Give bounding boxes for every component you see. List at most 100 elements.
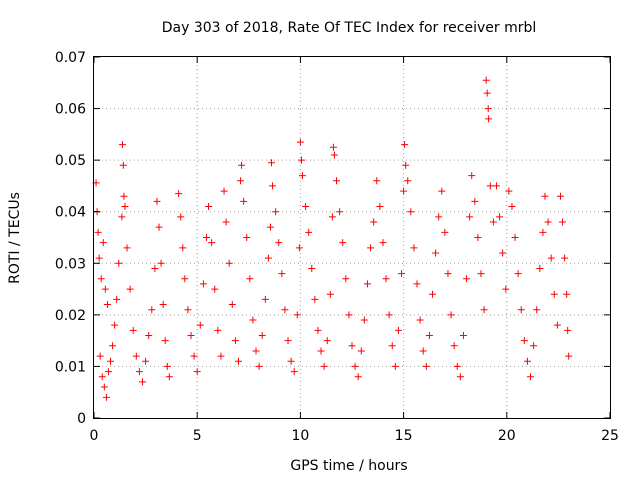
data-point xyxy=(104,368,112,376)
y-tick-label: 0.02 xyxy=(55,308,86,324)
data-point xyxy=(527,373,535,381)
data-point xyxy=(373,177,381,185)
data-point xyxy=(175,190,183,198)
data-point xyxy=(264,254,272,262)
data-point xyxy=(261,295,269,303)
data-point xyxy=(450,342,458,350)
y-tick-label: 0.03 xyxy=(55,256,86,272)
data-point xyxy=(489,218,497,226)
data-point xyxy=(416,316,424,324)
data-point xyxy=(113,295,121,303)
data-point xyxy=(145,331,153,339)
x-tick-label: 10 xyxy=(291,428,309,444)
data-point xyxy=(99,239,107,247)
data-point xyxy=(523,357,531,365)
data-point xyxy=(272,208,280,216)
data-point xyxy=(199,280,207,288)
data-point xyxy=(459,331,467,339)
data-point xyxy=(348,342,356,350)
data-point xyxy=(339,239,347,247)
data-point xyxy=(311,295,319,303)
data-point xyxy=(336,208,344,216)
data-point xyxy=(354,373,362,381)
data-point xyxy=(151,264,159,272)
data-point xyxy=(193,368,201,376)
data-point xyxy=(376,203,384,211)
data-point xyxy=(126,285,134,293)
data-point xyxy=(115,259,123,267)
data-point xyxy=(367,244,375,252)
data-point xyxy=(360,316,368,324)
data-point xyxy=(407,208,415,216)
data-point xyxy=(333,177,341,185)
data-point xyxy=(363,280,371,288)
data-point xyxy=(391,362,399,370)
data-point xyxy=(287,357,295,365)
data-point xyxy=(547,254,555,262)
data-point xyxy=(480,306,488,314)
data-point xyxy=(231,337,239,345)
data-point xyxy=(275,239,283,247)
data-point xyxy=(447,311,455,319)
data-point xyxy=(258,331,266,339)
data-point xyxy=(222,218,230,226)
data-point xyxy=(502,285,510,293)
data-points xyxy=(92,76,573,401)
data-point xyxy=(266,223,274,231)
data-point xyxy=(296,138,304,146)
data-point xyxy=(398,270,406,278)
data-point xyxy=(328,213,336,221)
data-point xyxy=(485,115,493,123)
data-point xyxy=(217,352,225,360)
data-point xyxy=(401,141,409,149)
data-point xyxy=(118,141,126,149)
data-point xyxy=(471,197,479,205)
x-tick-label: 25 xyxy=(601,428,619,444)
data-point xyxy=(530,342,538,350)
data-point xyxy=(109,342,117,350)
data-point xyxy=(468,172,476,180)
data-point xyxy=(305,228,313,236)
data-point xyxy=(388,342,396,350)
data-point xyxy=(107,357,115,365)
data-point xyxy=(132,352,140,360)
data-point xyxy=(214,326,222,334)
data-point xyxy=(101,285,109,293)
data-point xyxy=(225,259,233,267)
data-point xyxy=(95,254,103,262)
data-point xyxy=(179,244,187,252)
data-point xyxy=(184,306,192,314)
data-point xyxy=(536,264,544,272)
data-point xyxy=(438,187,446,195)
data-point xyxy=(94,228,102,236)
data-point xyxy=(202,234,210,241)
data-point xyxy=(492,182,500,190)
data-point xyxy=(499,249,507,257)
data-point xyxy=(252,347,260,355)
data-point xyxy=(466,213,474,221)
y-tick-label: 0.06 xyxy=(55,102,86,118)
data-point xyxy=(243,234,251,241)
data-point xyxy=(298,172,306,180)
data-point xyxy=(463,275,471,283)
data-point xyxy=(293,311,301,319)
y-tick-label: 0 xyxy=(77,411,86,427)
data-point xyxy=(234,357,242,365)
data-point xyxy=(425,331,433,339)
data-point xyxy=(544,218,552,226)
data-point xyxy=(211,285,219,293)
data-point xyxy=(323,337,331,345)
data-point xyxy=(444,270,452,278)
data-point xyxy=(314,326,322,334)
data-point xyxy=(556,192,564,200)
data-point xyxy=(496,213,504,221)
data-point xyxy=(453,362,461,370)
data-point xyxy=(157,259,165,267)
x-tick-label: 20 xyxy=(498,428,516,444)
data-point xyxy=(477,270,485,278)
data-point xyxy=(290,368,298,376)
data-point xyxy=(237,177,245,185)
data-point xyxy=(278,270,286,278)
data-point xyxy=(159,301,167,309)
